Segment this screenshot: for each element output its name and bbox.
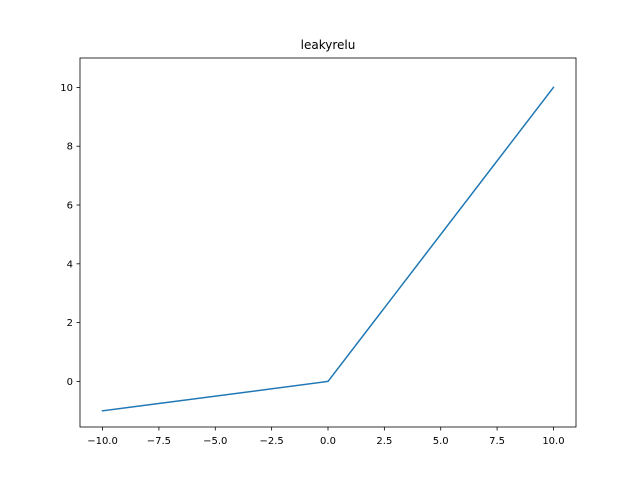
x-tick-label: 0.0 <box>320 436 336 447</box>
series-line <box>101 86 555 412</box>
y-tick-label: 0 <box>67 377 73 388</box>
x-tick-label: −5.0 <box>203 436 227 447</box>
y-tick-label: 8 <box>67 142 73 153</box>
y-tick-label: 6 <box>67 201 73 212</box>
x-tick-label: −7.5 <box>147 436 171 447</box>
x-tick-label: 5.0 <box>433 436 449 447</box>
x-axis: −10.0 −7.5 −5.0 −2.5 0.0 2.5 5.0 7.5 10.0 <box>87 427 565 447</box>
x-tick-label: 7.5 <box>489 436 505 447</box>
y-tick-label: 10 <box>60 83 73 94</box>
x-tick-label: 2.5 <box>376 436 392 447</box>
y-tick-label: 2 <box>67 318 73 329</box>
y-tick-label: 4 <box>67 259 73 270</box>
x-tick-label: −10.0 <box>87 436 118 447</box>
plot-area <box>101 86 555 412</box>
plot-frame <box>79 57 577 428</box>
chart-title: leakyrelu <box>301 38 356 52</box>
y-axis: 0 2 4 6 8 10 <box>60 83 80 388</box>
x-tick-label: −2.5 <box>259 436 283 447</box>
x-tick-label: 10.0 <box>542 436 564 447</box>
